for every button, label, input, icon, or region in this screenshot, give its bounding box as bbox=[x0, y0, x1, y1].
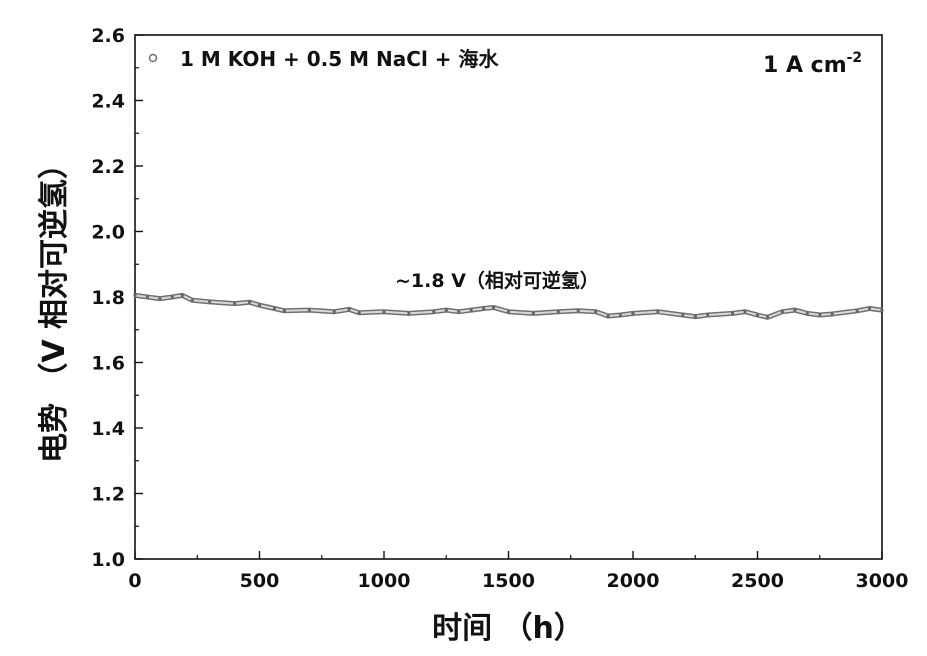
y-tick-label: 2.2 bbox=[91, 156, 125, 178]
y-tick-label: 1.6 bbox=[91, 353, 125, 375]
data-point bbox=[272, 306, 276, 311]
data-point bbox=[145, 295, 149, 299]
data-point bbox=[133, 293, 137, 297]
x-tick-label: 1000 bbox=[358, 570, 411, 592]
data-point bbox=[170, 295, 174, 299]
annotation: ~1.8 V（相对可逆氢） bbox=[395, 269, 599, 292]
plot-frame bbox=[134, 34, 883, 560]
y-axis-title: 电势 （V 相对可逆氢） bbox=[37, 149, 72, 463]
data-point bbox=[444, 308, 448, 312]
y-tick-label: 1.4 bbox=[91, 418, 125, 440]
data-point bbox=[332, 310, 336, 314]
data-point bbox=[492, 305, 496, 310]
x-tick-label: 2000 bbox=[607, 570, 660, 592]
y-tick-label: 2.4 bbox=[91, 91, 125, 113]
condition-label: 1 A cm-2 bbox=[763, 50, 862, 78]
data-point bbox=[631, 311, 635, 315]
data-point bbox=[469, 308, 473, 312]
legend-marker bbox=[148, 53, 158, 63]
data-point bbox=[755, 313, 760, 317]
y-tick-label: 1.2 bbox=[91, 484, 125, 506]
data-point bbox=[233, 302, 237, 306]
data-point bbox=[867, 306, 872, 311]
x-tick-label: 2500 bbox=[731, 570, 784, 592]
data-point bbox=[855, 309, 859, 313]
data-point bbox=[307, 308, 311, 312]
data-point bbox=[190, 298, 194, 302]
data-point bbox=[407, 311, 411, 315]
data-point bbox=[743, 310, 747, 314]
data-point bbox=[531, 311, 536, 315]
x-axis-ticks: 0 500 1000 1500 2000 2500 3000 bbox=[128, 551, 908, 592]
data-point bbox=[793, 308, 797, 312]
series-line-inner bbox=[134, 294, 883, 319]
data-point bbox=[594, 310, 598, 314]
data-point bbox=[556, 310, 560, 314]
data-point bbox=[805, 311, 809, 315]
data-point bbox=[706, 313, 710, 317]
data-point bbox=[818, 313, 822, 317]
data-point bbox=[382, 310, 386, 314]
series-layer bbox=[133, 292, 884, 320]
data-point bbox=[681, 313, 685, 317]
y-tick-label: 2.6 bbox=[91, 25, 125, 47]
data-point bbox=[180, 293, 184, 297]
data-point bbox=[247, 300, 252, 304]
data-point bbox=[457, 310, 461, 314]
condition-label-main: 1 A cm bbox=[763, 53, 847, 78]
y-tick-label: 2.0 bbox=[91, 222, 125, 244]
data-point bbox=[693, 315, 697, 319]
y-tick-label: 1.8 bbox=[91, 287, 125, 309]
data-point bbox=[347, 307, 351, 311]
x-tick-label: 3000 bbox=[856, 570, 909, 592]
data-point bbox=[880, 308, 884, 312]
data-point bbox=[606, 314, 610, 318]
x-tick-label: 1500 bbox=[482, 570, 535, 592]
legend-entry: 1 M KOH + 0.5 M NaCl + 海水 bbox=[180, 47, 499, 71]
data-point bbox=[731, 311, 735, 315]
series-line-outer bbox=[134, 292, 883, 320]
data-point bbox=[357, 311, 361, 315]
x-axis-title: 时间 （h） bbox=[432, 611, 584, 646]
data-point bbox=[506, 310, 511, 314]
data-point bbox=[780, 310, 785, 314]
condition-label-superscript: -2 bbox=[847, 50, 863, 66]
data-point bbox=[257, 303, 262, 307]
data-point bbox=[830, 312, 834, 316]
y-tick-label: 1.0 bbox=[91, 549, 125, 571]
data-point bbox=[432, 310, 436, 314]
data-point bbox=[618, 313, 623, 317]
x-tick-label: 500 bbox=[240, 570, 280, 592]
data-point bbox=[282, 309, 286, 313]
data-point bbox=[765, 315, 770, 319]
data-point bbox=[208, 300, 212, 304]
x-tick-label: 0 bbox=[128, 570, 141, 592]
data-point bbox=[656, 310, 660, 314]
y-axis-ticks: 1.0 1.2 1.4 1.6 1.8 2.0 2.2 2.4 2.6 bbox=[91, 25, 143, 571]
data-point bbox=[482, 306, 486, 311]
data-point bbox=[158, 297, 162, 301]
data-point bbox=[576, 309, 580, 313]
